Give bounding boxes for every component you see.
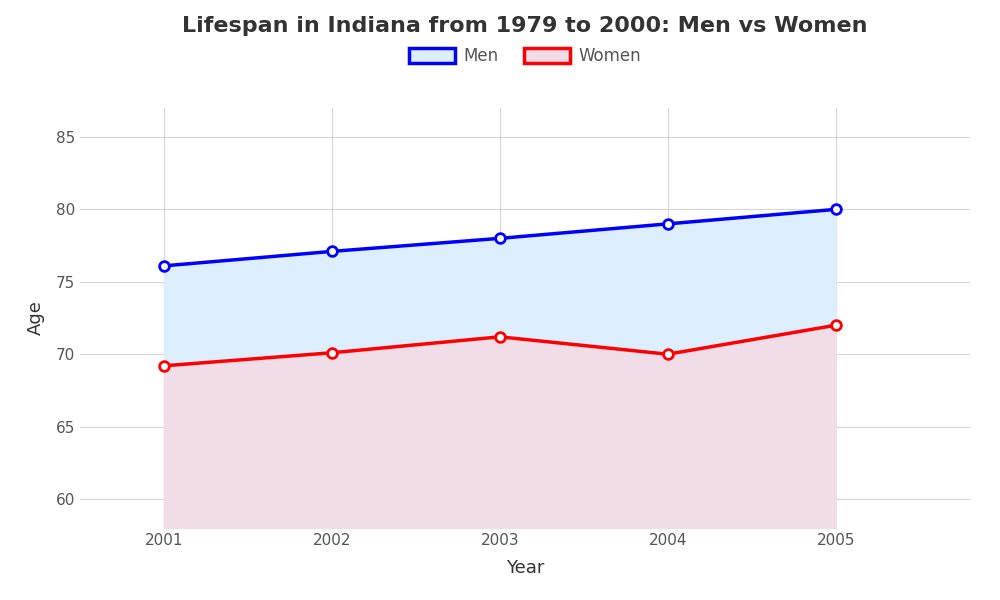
Title: Lifespan in Indiana from 1979 to 2000: Men vs Women: Lifespan in Indiana from 1979 to 2000: M…: [182, 16, 868, 35]
Y-axis label: Age: Age: [27, 301, 45, 335]
X-axis label: Year: Year: [506, 559, 544, 577]
Legend: Men, Women: Men, Women: [402, 41, 648, 72]
